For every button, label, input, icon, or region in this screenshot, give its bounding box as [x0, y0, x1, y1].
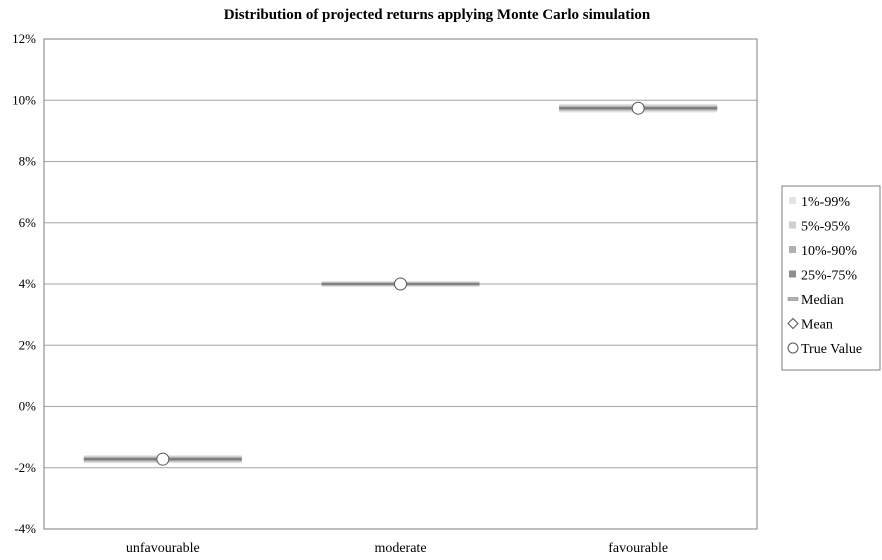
legend-swatch [789, 221, 796, 229]
legend-swatch [787, 342, 799, 354]
legend-swatch [789, 270, 796, 278]
y-tick-label: 0% [19, 399, 37, 414]
x-category-label: favourable [608, 541, 668, 556]
legend: 1%-99% 5%-95% 10%-90% 25%-75% Median Mean True… [781, 185, 881, 371]
y-axis: -4% -2% 0% 2% 4% 6% 8% 10% 12% [12, 31, 36, 536]
y-tick-label: -2% [14, 460, 36, 475]
x-category-label: unfavourable [126, 541, 200, 556]
legend-label: Mean [801, 318, 833, 333]
legend-label: 10%-90% [801, 244, 857, 259]
legend-swatch [789, 197, 796, 204]
legend-label: True Value [801, 342, 862, 357]
legend-label: 5%-95% [801, 220, 850, 235]
x-axis: unfavourable moderate favourable [126, 541, 668, 556]
y-tick-label: 4% [19, 276, 37, 291]
gridlines [44, 99, 757, 469]
legend-label: Median [801, 293, 844, 308]
legend-swatch [787, 297, 799, 301]
x-category-label: moderate [374, 541, 426, 556]
plot-marks [83, 101, 718, 466]
y-tick-label: 6% [19, 215, 37, 230]
true-value-marker [631, 101, 645, 115]
legend-label: 1%-99% [801, 195, 850, 210]
y-tick-label: 12% [12, 31, 36, 46]
y-tick-label: 2% [19, 337, 37, 352]
legend-swatch [787, 317, 799, 330]
chart-title: Distribution of projected returns applyi… [224, 7, 651, 23]
legend-swatch [789, 246, 796, 253]
y-tick-label: -4% [14, 521, 36, 536]
true-value-marker [156, 452, 170, 466]
legend-box [781, 185, 881, 371]
y-tick-label: 10% [12, 92, 36, 107]
plot-area [43, 38, 758, 530]
true-value-marker [394, 277, 407, 291]
y-tick-label: 8% [19, 154, 37, 169]
legend-label: 25%-75% [801, 269, 857, 284]
